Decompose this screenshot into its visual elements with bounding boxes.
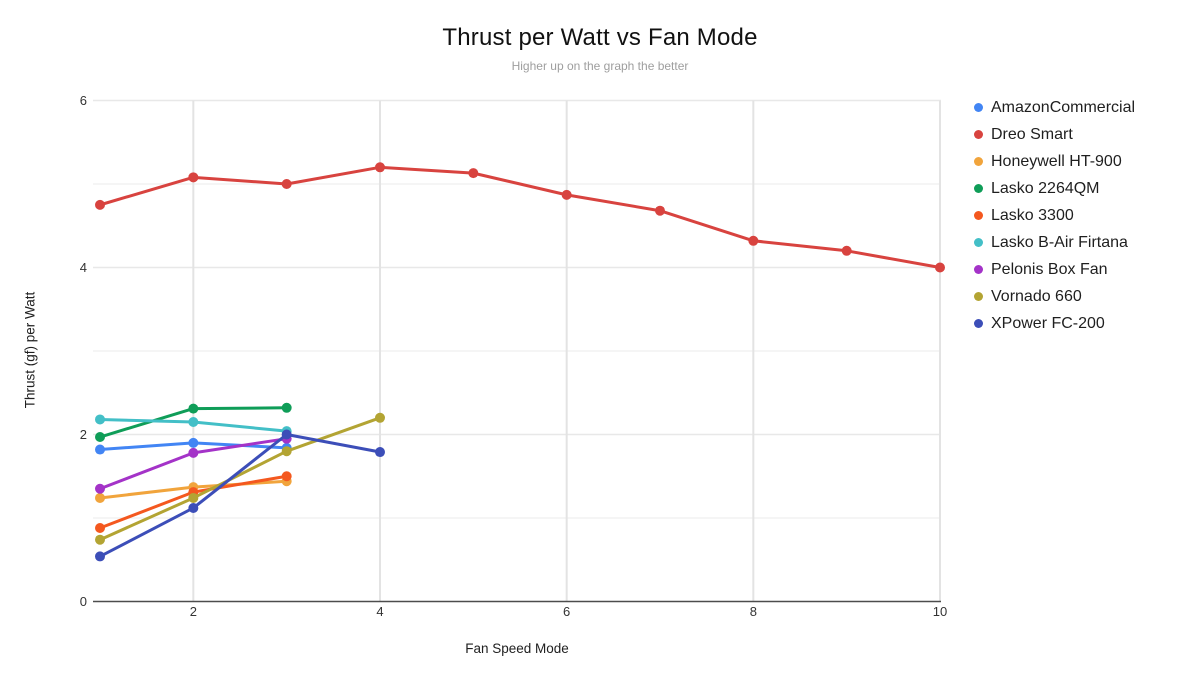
series-point [188,447,199,458]
legend-dot-icon [974,238,983,247]
y-axis-title-text: Thrust (gf) per Watt [22,291,38,409]
legend-dot-icon [974,184,983,193]
legend-item: AmazonCommercial [974,94,1135,121]
y-tick-label: 0 [80,594,87,609]
legend-dot-icon [974,292,983,301]
x-tick-label: 4 [376,604,383,619]
legend-item: Pelonis Box Fan [974,256,1135,283]
y-tick-label: 2 [80,427,87,442]
legend-item: Vornado 660 [974,283,1135,310]
chart-title: Thrust per Watt vs Fan Mode [442,24,758,51]
legend: AmazonCommercial Dreo Smart Honeywell HT-9… [974,94,1135,337]
legend-dot-icon [974,130,983,139]
series-point [561,189,572,200]
series-point [935,262,945,273]
series-line [98,165,942,269]
series-point [188,502,199,513]
legend-label: Honeywell HT-900 [991,152,1122,170]
series-point [281,471,292,482]
series-point [95,444,105,455]
series-line [98,416,382,542]
series-point [281,179,292,189]
series-point [95,432,105,443]
series-point [375,162,385,173]
legend-label: XPower FC-200 [991,314,1105,332]
x-tick-label: 8 [750,604,757,619]
legend-item: Lasko B-Air Firtana [974,229,1135,256]
series-point [748,235,759,246]
legend-label: AmazonCommercial [991,98,1136,116]
series-point [95,534,105,545]
series-line [98,433,382,558]
legend-item: Lasko 2264QM [974,175,1135,202]
legend-item: XPower FC-200 [974,310,1135,337]
x-tick-label: 2 [190,604,197,619]
x-axis-title: Fan Speed Mode [465,641,569,656]
series-point [188,172,199,183]
legend-label: Lasko 2264QM [991,179,1100,197]
legend-dot-icon [974,265,983,274]
y-tick-label: 4 [80,260,87,275]
legend-label: Dreo Smart [991,125,1073,143]
series-point [188,492,199,503]
series-point [375,412,385,423]
series-point [188,416,199,427]
series-point [841,245,852,256]
series-point [468,168,479,179]
series-point [281,429,292,440]
series-point [188,403,199,414]
y-tick-label: 6 [80,93,87,108]
legend-item: Lasko 3300 [974,202,1135,229]
series-point [95,483,105,494]
series-point [375,447,385,458]
legend-dot-icon [974,211,983,220]
series-point [188,437,199,448]
series-point [95,523,105,534]
series-point [281,446,292,457]
legend-dot-icon [974,157,983,166]
series-point [95,414,105,425]
legend-item: Honeywell HT-900 [974,148,1135,175]
series-point [95,492,105,503]
series-point [281,402,292,413]
series-point [655,205,665,216]
series-point [95,199,105,210]
chart-subtitle: Higher up on the graph the better [511,59,689,73]
legend-item: Dreo Smart [974,121,1135,148]
legend-dot-icon [974,103,983,112]
legend-label: Pelonis Box Fan [991,260,1108,278]
legend-dot-icon [974,319,983,328]
legend-label: Lasko B-Air Firtana [991,233,1128,251]
legend-label: Vornado 660 [991,287,1082,305]
x-tick-label: 10 [933,604,947,619]
x-tick-label: 6 [563,604,570,619]
series-point [95,551,105,562]
legend-label: Lasko 3300 [991,206,1074,224]
